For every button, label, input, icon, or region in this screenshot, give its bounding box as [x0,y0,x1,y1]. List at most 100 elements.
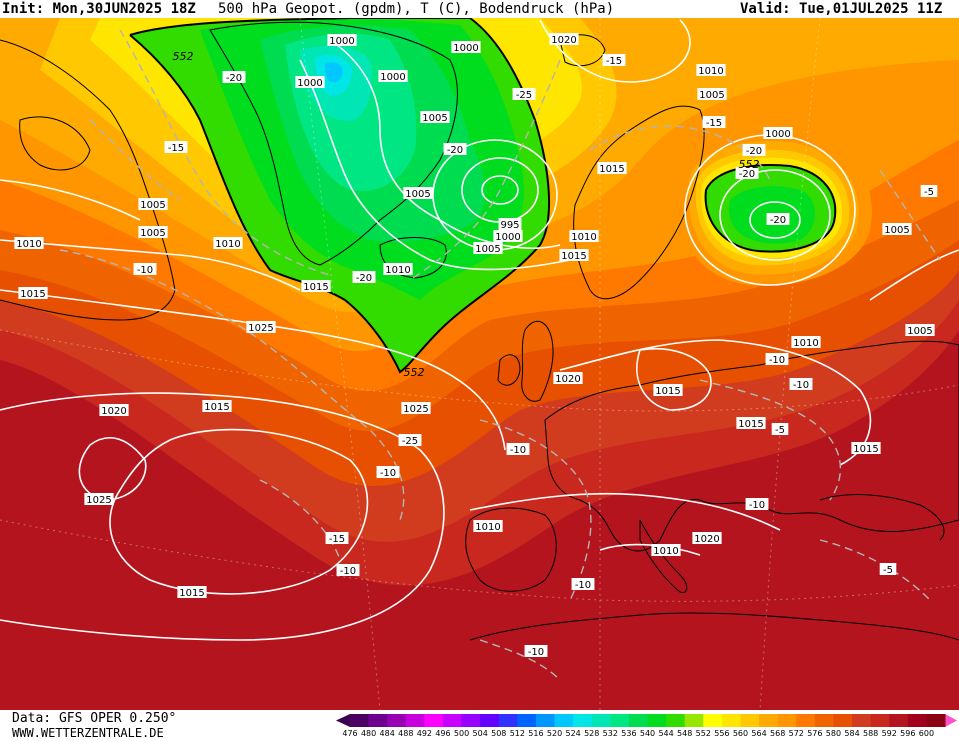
legend-swatch [796,714,816,727]
pressure-label-bg [138,198,168,210]
temperature-label-text: -15 [606,56,622,67]
pressure-label-bg [301,280,331,292]
pressure-label-bg [378,70,408,82]
pressure-label-bg [138,226,168,238]
temperature-label-bg [742,144,766,156]
pressure-label-bg [177,586,207,598]
temperature-label-bg [745,498,769,510]
temperature-label-bg [571,578,595,590]
pressure-label: 1005 [473,242,503,255]
temperature-label-text: -5 [883,565,893,576]
legend-tick-label: 528 [584,729,599,738]
legend-swatch [852,714,872,727]
legend-swatch [610,714,630,727]
temperature-label-text: -10 [749,500,765,511]
pressure-label-text: 1015 [738,419,763,430]
pressure-label-text: 1000 [765,129,790,140]
legend-swatch [889,714,909,727]
pressure-label: 1005 [138,226,168,239]
pressure-label: 1005 [420,111,450,124]
pressure-label-bg [651,544,681,556]
legend-tick-label: 568 [770,729,785,738]
temperature-labels: -20 -15 -25 -20 -20 -15 -10 -20 -20 -20 -25 -15 -10 -… [133,54,938,658]
gpdm-552-contour [129,17,551,374]
pressure-label-text: 1005 [475,244,500,255]
pressure-label-text: 1010 [385,265,410,276]
legend-swatch [517,714,537,727]
temperature-label: -10 [506,443,530,456]
temperature-label: -25 [512,88,536,101]
legend-tick-label: 532 [603,729,618,738]
pressure-label-bg [213,237,243,249]
pressure-label-bg [597,162,627,174]
temperature-label-bg [376,466,400,478]
pressure-label-bg [882,223,912,235]
legend-tick-label: 588 [863,729,878,738]
pressure-label-text: 1020 [101,406,126,417]
pressure-label: 1015 [301,280,331,293]
pressure-label-bg [295,76,325,88]
pressure-label-text: 1000 [380,72,405,83]
pressure-label-text: 1005 [405,189,430,200]
pressure-label-bg [451,41,481,53]
legend-tick-label: 556 [714,729,729,738]
legend-swatch [535,714,556,727]
legend-tick-label: 552 [696,729,711,738]
legend-swatch [647,714,667,727]
pressure-label: 1000 [327,34,357,47]
legend-tick-label: 572 [789,729,804,738]
temperature-label-bg [133,263,157,275]
legend-swatch [703,714,723,727]
website-link[interactable]: WWW.WETTERZENTRALE.DE [12,726,164,740]
temperature-label-bg [765,353,789,365]
legend-tick-label: 480 [361,729,376,738]
temperature-label: -20 [222,71,246,84]
temperature-label: -20 [443,143,467,156]
legend-swatch [461,714,481,727]
temperature-label-bg [766,213,790,225]
legend-swatch [721,714,741,727]
pressure-label-bg [401,402,431,414]
pressure-label-text: 1005 [907,326,932,337]
pressure-label-text: 1005 [884,225,909,236]
legend-swatch [814,714,834,727]
temperature-label-text: -20 [447,145,463,156]
pressure-label-text: 1005 [422,113,447,124]
pressure-label-text: 1010 [571,232,596,243]
temperature-label-text: -10 [510,445,526,456]
temperature-label-text: -10 [769,355,785,366]
pressure-label-text: 1010 [653,546,678,557]
pressure-label-bg [697,88,727,100]
pressure-label: 1025 [84,493,114,506]
pressure-label-bg [403,187,433,199]
legend-left-arrow [336,714,350,727]
init-time: Init: Mon,30JUN2025 18Z [2,1,196,17]
legend-swatch [498,714,518,727]
temperature-label: -5 [879,563,897,576]
pressure-label-bg [763,127,793,139]
pressure-label: 1000 [763,127,793,140]
temperature-label-text: -15 [168,143,184,154]
pressure-label-bg [569,230,599,242]
pressure-label-text: 1015 [599,164,624,175]
temperature-label-text: -10 [137,265,153,276]
pressure-label-bg [473,520,503,532]
temperature-label-bg [771,423,789,435]
pressure-label: 1010 [14,237,44,250]
pressure-label-bg [383,263,413,275]
temperature-label: -10 [376,466,400,479]
temperature-label-text: -5 [924,187,934,198]
pressure-label-text: 1020 [694,534,719,545]
pressure-label-text: 1015 [20,289,45,300]
temperature-label: -15 [602,54,626,67]
legend-swatch [554,714,574,727]
legend-swatch [573,714,593,727]
temperature-label-bg [735,167,759,179]
pressure-label-text: 1000 [453,43,478,54]
pressure-label: 1015 [18,287,48,300]
temperature-label: -20 [352,271,376,284]
temperature-label: -20 [766,213,790,226]
pressure-label: 1015 [202,400,232,413]
legend-tick-label: 492 [417,729,432,738]
pressure-label-bg [692,532,722,544]
